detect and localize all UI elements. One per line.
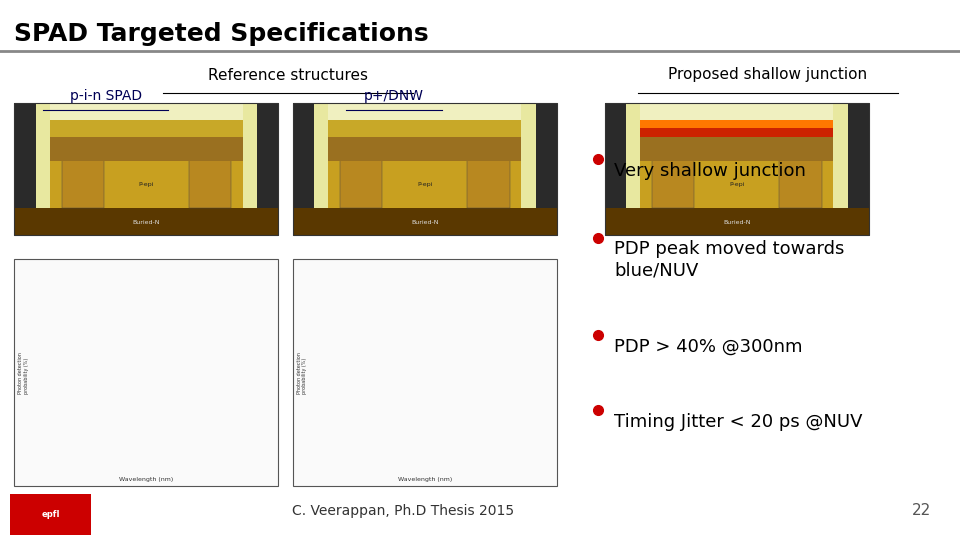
Text: C. Veerappan, Ph.D Thesis 2015: C. Veerappan, Ph.D Thesis 2015 [292, 504, 515, 518]
Text: SPAD Targeted Specifications: SPAD Targeted Specifications [14, 22, 429, 45]
Bar [833, 103, 848, 235]
Bar [640, 129, 833, 137]
Text: PDP peak moved towards
blue/NUV: PDP peak moved towards blue/NUV [614, 240, 845, 279]
Bar [605, 103, 869, 235]
Bar [61, 145, 104, 208]
Bar [50, 145, 243, 208]
Bar [328, 145, 521, 208]
Bar [14, 103, 278, 235]
Bar [640, 137, 833, 161]
Bar [605, 208, 869, 235]
Bar [328, 120, 521, 137]
Bar [14, 259, 278, 486]
Text: p-i-n SPAD: p-i-n SPAD [69, 89, 142, 103]
Bar [14, 103, 278, 235]
Text: Buried-N: Buried-N [723, 220, 751, 226]
Bar [293, 259, 557, 486]
Bar [536, 103, 557, 235]
Bar [848, 103, 869, 235]
Bar [640, 145, 833, 208]
Bar [605, 103, 869, 235]
Bar [257, 103, 278, 235]
Text: P-epi: P-epi [729, 182, 745, 187]
Bar [293, 208, 557, 235]
Text: Buried-N: Buried-N [411, 220, 439, 226]
Bar [468, 145, 510, 208]
Bar [340, 145, 382, 208]
Text: Wavelength (nm): Wavelength (nm) [397, 477, 452, 482]
Bar [293, 103, 314, 235]
Text: p+/DNW: p+/DNW [364, 89, 423, 103]
Text: Timing Jitter < 20 ps @NUV: Timing Jitter < 20 ps @NUV [614, 413, 863, 431]
Text: Photon detection
probability (%): Photon detection probability (%) [18, 352, 29, 394]
Text: Very shallow junction: Very shallow junction [614, 162, 806, 180]
Bar [780, 145, 822, 208]
Text: epfl: epfl [41, 510, 60, 519]
Text: Photon detection
probability (%): Photon detection probability (%) [297, 352, 307, 394]
Bar [14, 208, 278, 235]
Bar [328, 137, 521, 161]
Bar [652, 145, 694, 208]
Text: Wavelength (nm): Wavelength (nm) [119, 477, 174, 482]
Bar [314, 103, 328, 235]
Bar [10, 494, 91, 535]
Bar [605, 103, 626, 235]
Bar [14, 103, 36, 235]
Bar [50, 120, 243, 137]
Bar [243, 103, 257, 235]
Text: P-epi: P-epi [138, 182, 155, 187]
Bar [640, 120, 833, 129]
Text: P-epi: P-epi [417, 182, 433, 187]
Bar [626, 103, 640, 235]
Bar [521, 103, 536, 235]
Text: Buried-N: Buried-N [132, 220, 160, 226]
Bar [50, 137, 243, 161]
Text: Proposed shallow junction: Proposed shallow junction [668, 68, 868, 83]
Bar [293, 103, 557, 235]
Bar [189, 145, 231, 208]
Text: PDP > 40% @300nm: PDP > 40% @300nm [614, 338, 803, 355]
Bar [36, 103, 50, 235]
Text: 22: 22 [912, 503, 931, 518]
Bar [293, 103, 557, 235]
Text: Reference structures: Reference structures [208, 68, 368, 83]
